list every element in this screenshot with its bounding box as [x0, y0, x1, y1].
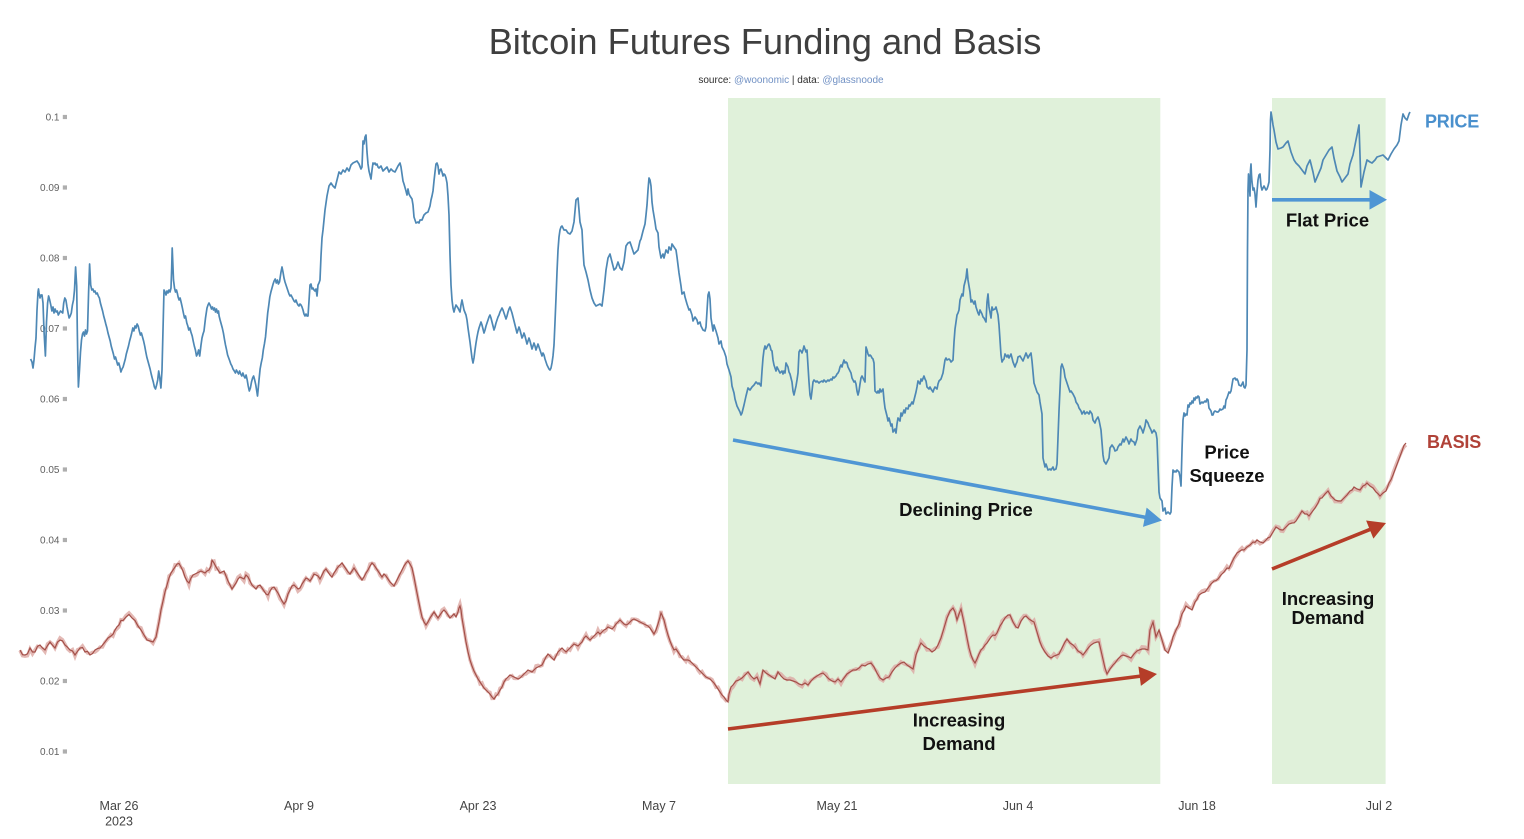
- svg-text:Declining Price: Declining Price: [899, 499, 1033, 520]
- svg-text:0.09: 0.09: [40, 183, 60, 194]
- svg-text:source: @woonomic | data: @gla: source: @woonomic | data: @glassnoode: [698, 75, 884, 86]
- svg-text:PRICE: PRICE: [1425, 112, 1479, 132]
- svg-text:0.04: 0.04: [40, 536, 60, 547]
- svg-text:Jun 4: Jun 4: [1003, 799, 1034, 813]
- svg-text:Squeeze: Squeeze: [1189, 465, 1264, 486]
- svg-text:0.03: 0.03: [40, 606, 60, 617]
- svg-text:Flat Price: Flat Price: [1286, 209, 1369, 230]
- svg-text:0.01: 0.01: [40, 747, 60, 758]
- svg-text:0.08: 0.08: [40, 254, 60, 265]
- svg-text:Price: Price: [1204, 442, 1249, 463]
- svg-text:Apr 23: Apr 23: [460, 799, 497, 813]
- svg-text:May 7: May 7: [642, 799, 676, 813]
- svg-text:Increasing: Increasing: [1282, 588, 1375, 609]
- svg-text:0.05: 0.05: [40, 465, 60, 476]
- svg-text:May 21: May 21: [817, 799, 858, 813]
- svg-text:Demand: Demand: [1292, 607, 1365, 628]
- svg-text:2023: 2023: [105, 815, 133, 829]
- svg-text:Apr 9: Apr 9: [284, 799, 314, 813]
- svg-text:Increasing: Increasing: [913, 710, 1006, 731]
- svg-text:0.07: 0.07: [40, 324, 60, 335]
- svg-text:Jun 18: Jun 18: [1178, 799, 1216, 813]
- svg-text:0.02: 0.02: [40, 677, 60, 688]
- svg-text:BASIS: BASIS: [1427, 432, 1481, 452]
- svg-text:0.06: 0.06: [40, 395, 60, 406]
- svg-text:0.1: 0.1: [46, 113, 60, 124]
- svg-text:Bitcoin Futures Funding and Ba: Bitcoin Futures Funding and Basis: [489, 21, 1042, 62]
- svg-text:Jul 2: Jul 2: [1366, 799, 1392, 813]
- svg-text:Demand: Demand: [923, 733, 996, 754]
- svg-text:Mar 26: Mar 26: [100, 799, 139, 813]
